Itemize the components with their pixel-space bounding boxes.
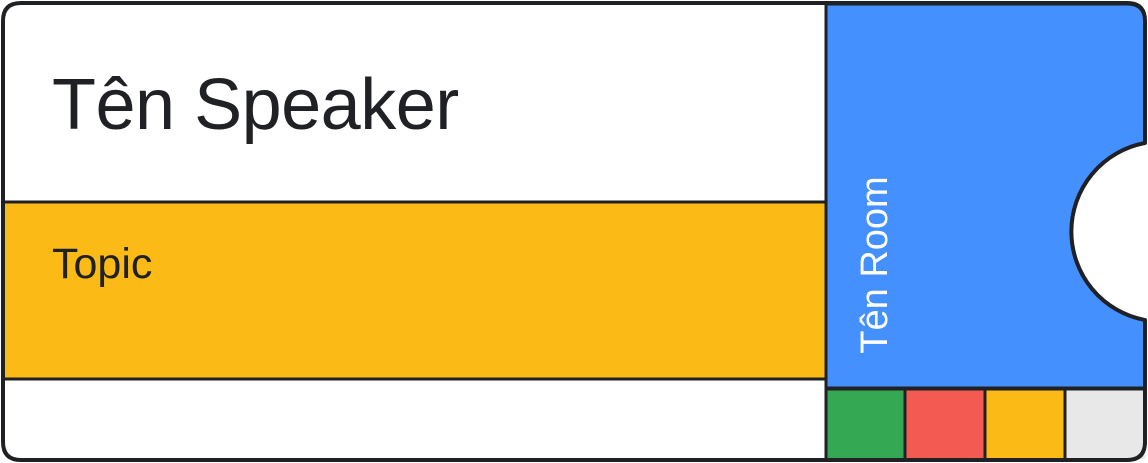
swatch-yellow: [985, 389, 1065, 459]
topic-band: [4, 202, 826, 379]
swatch-red: [905, 389, 985, 459]
room-name: Tên Room: [854, 176, 896, 354]
speaker-name: Tên Speaker: [52, 65, 459, 145]
swatch-green: [827, 389, 905, 459]
topic-label: Topic: [52, 240, 153, 288]
swatch-grey: [1065, 389, 1145, 459]
